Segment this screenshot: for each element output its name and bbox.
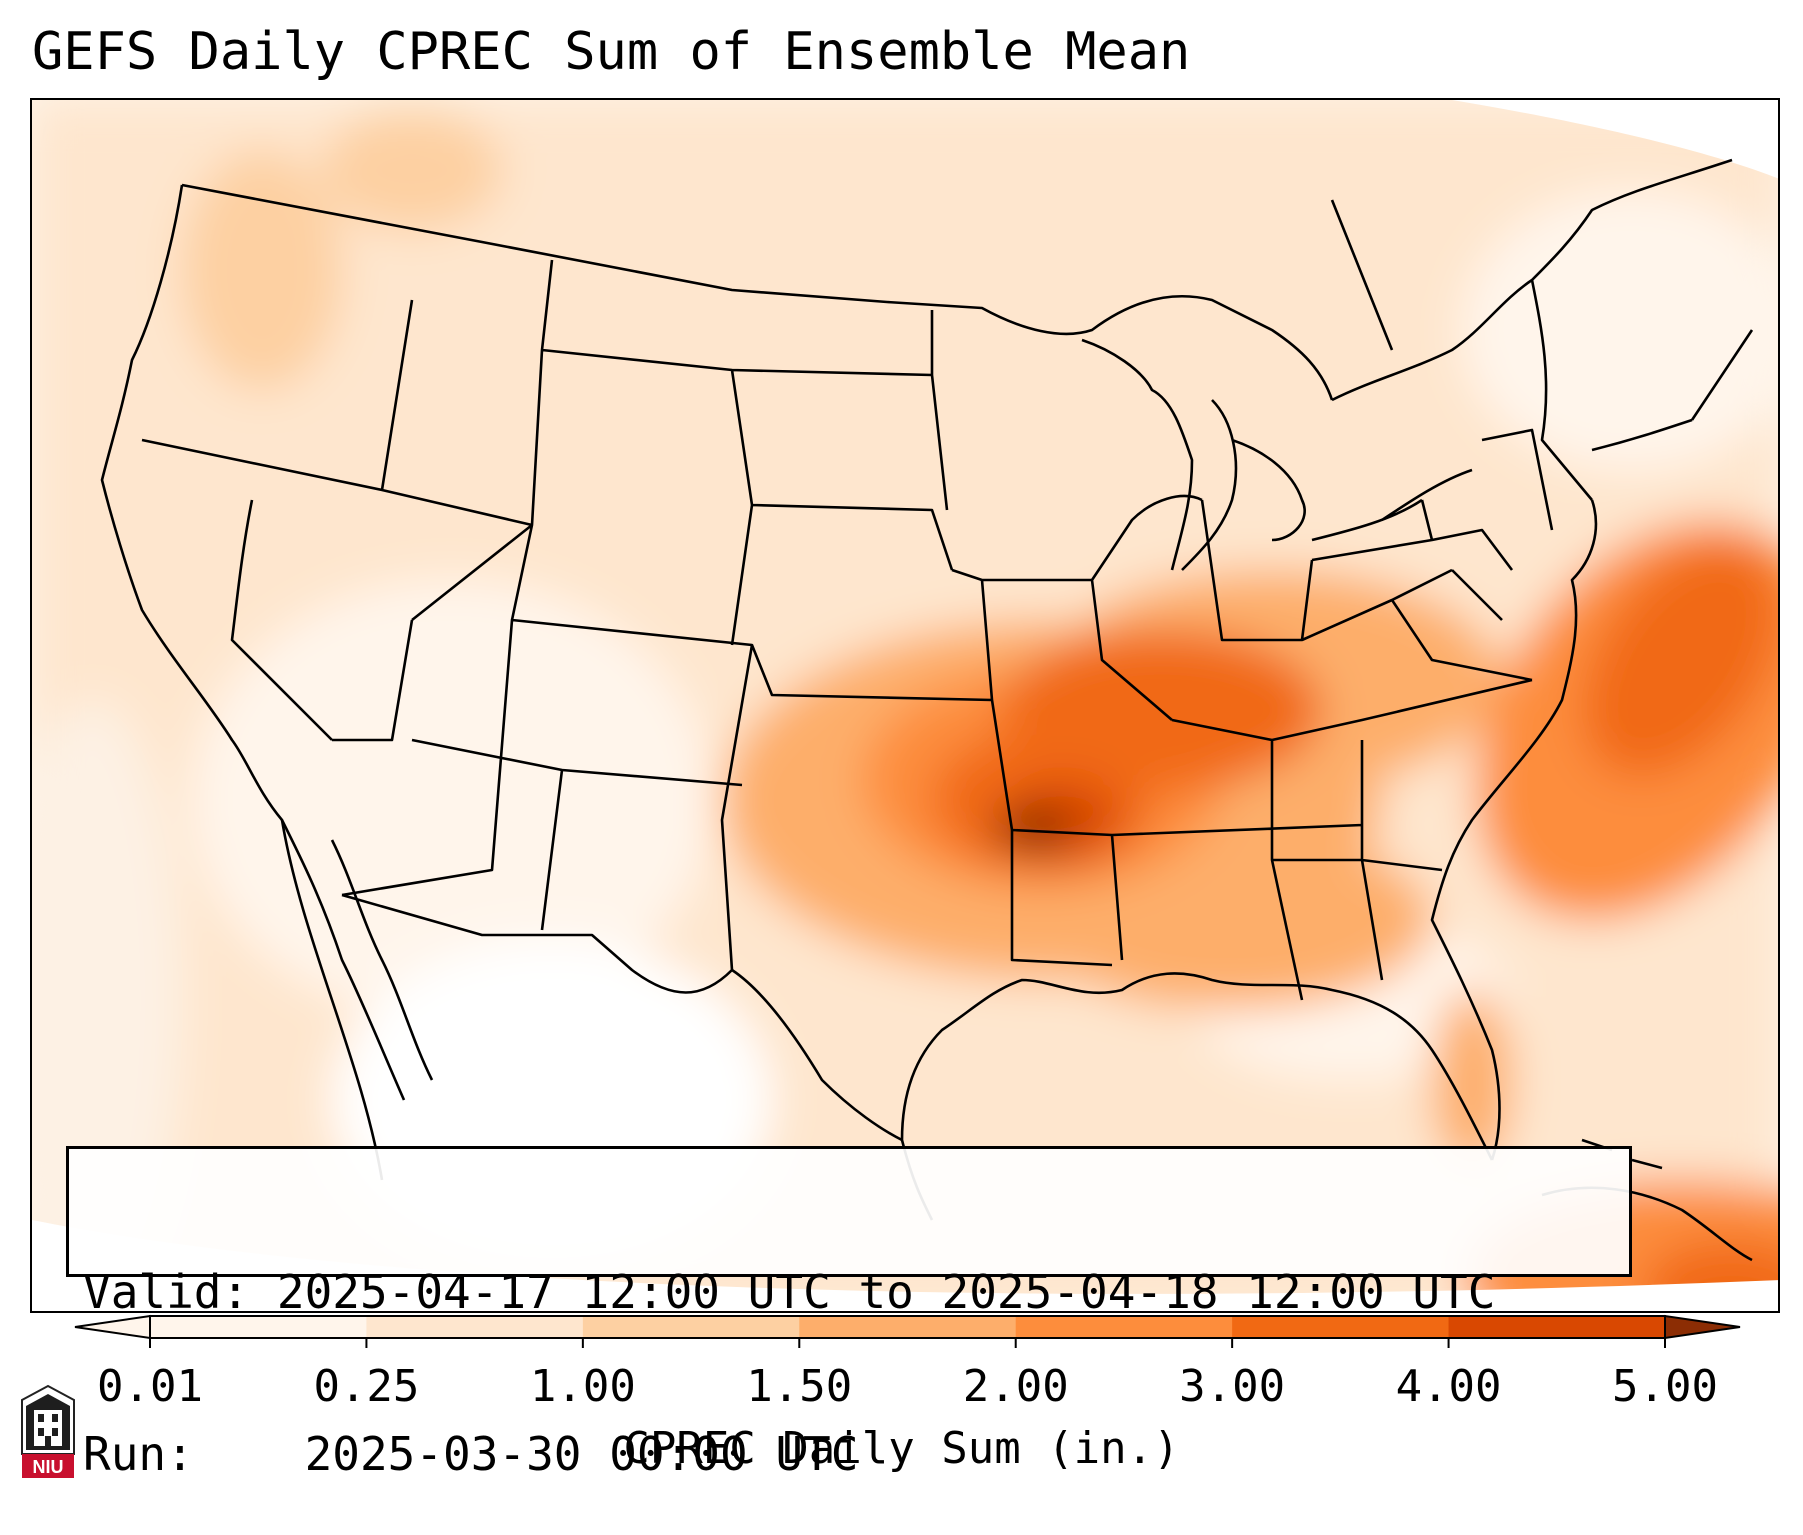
niu-badge <box>22 1454 74 1478</box>
run-row: Run: 2025-03-30 00:00 UTC <box>83 1427 1615 1481</box>
colorbar-tick-label: 2.00 <box>962 1361 1069 1412</box>
colorbar-segment <box>582 1316 800 1338</box>
colorbar-label: CPREC Daily Sum (in.) <box>623 1423 1180 1474</box>
precip-field <box>32 100 1778 1311</box>
colorbar-tick-label: 5.00 <box>1612 1361 1718 1412</box>
colorbar-segment <box>150 1316 367 1338</box>
valid-value: 2025-04-17 12:00 UTC to 2025-04-18 12:00… <box>276 1265 1496 1319</box>
domain-edge-bottom <box>32 1220 1778 1311</box>
colorbar-tick-label: 0.01 <box>97 1361 203 1412</box>
colorbar-tick-label: 1.00 <box>529 1361 636 1412</box>
valid-run-info-box: Valid: 2025-04-17 12:00 UTC to 2025-04-1… <box>66 1146 1632 1481</box>
niu-tower-icon <box>21 1384 75 1455</box>
colorbar <box>74 1314 1741 1348</box>
map-panel <box>30 98 1780 1313</box>
niu-logo: NIU <box>21 1384 75 1478</box>
run-value: 2025-03-30 00:00 UTC <box>304 1427 859 1481</box>
colorbar-tick-label: 0.25 <box>313 1361 420 1412</box>
domain-edge-top-right <box>1452 100 1778 179</box>
colorbar-tick-label: 1.50 <box>746 1361 853 1412</box>
map-outlines <box>100 158 1754 1262</box>
precip-map <box>32 100 1778 1311</box>
valid-label: Valid: <box>83 1265 250 1319</box>
colorbar-tick-label: 3.00 <box>1179 1361 1286 1412</box>
colorbar-segment <box>1448 1316 1666 1338</box>
colorbar-segment <box>799 1316 1017 1338</box>
colorbar-segment <box>366 1316 584 1338</box>
colorbar-extend-min <box>74 1314 151 1340</box>
map-title: GEFS Daily CPREC Sum of Ensemble Mean <box>32 22 1191 82</box>
colorbar-outline <box>149 1315 1666 1339</box>
colorbar-segment <box>1015 1316 1233 1338</box>
colorbar-extend-max <box>1664 1314 1741 1340</box>
colorbar-segment <box>1232 1316 1450 1338</box>
colorbar-tick-label: 4.00 <box>1395 1361 1502 1412</box>
niu-logo-text: NIU <box>33 1457 64 1477</box>
run-label: Run: <box>83 1427 194 1481</box>
valid-row: Valid: 2025-04-17 12:00 UTC to 2025-04-1… <box>83 1265 1615 1319</box>
